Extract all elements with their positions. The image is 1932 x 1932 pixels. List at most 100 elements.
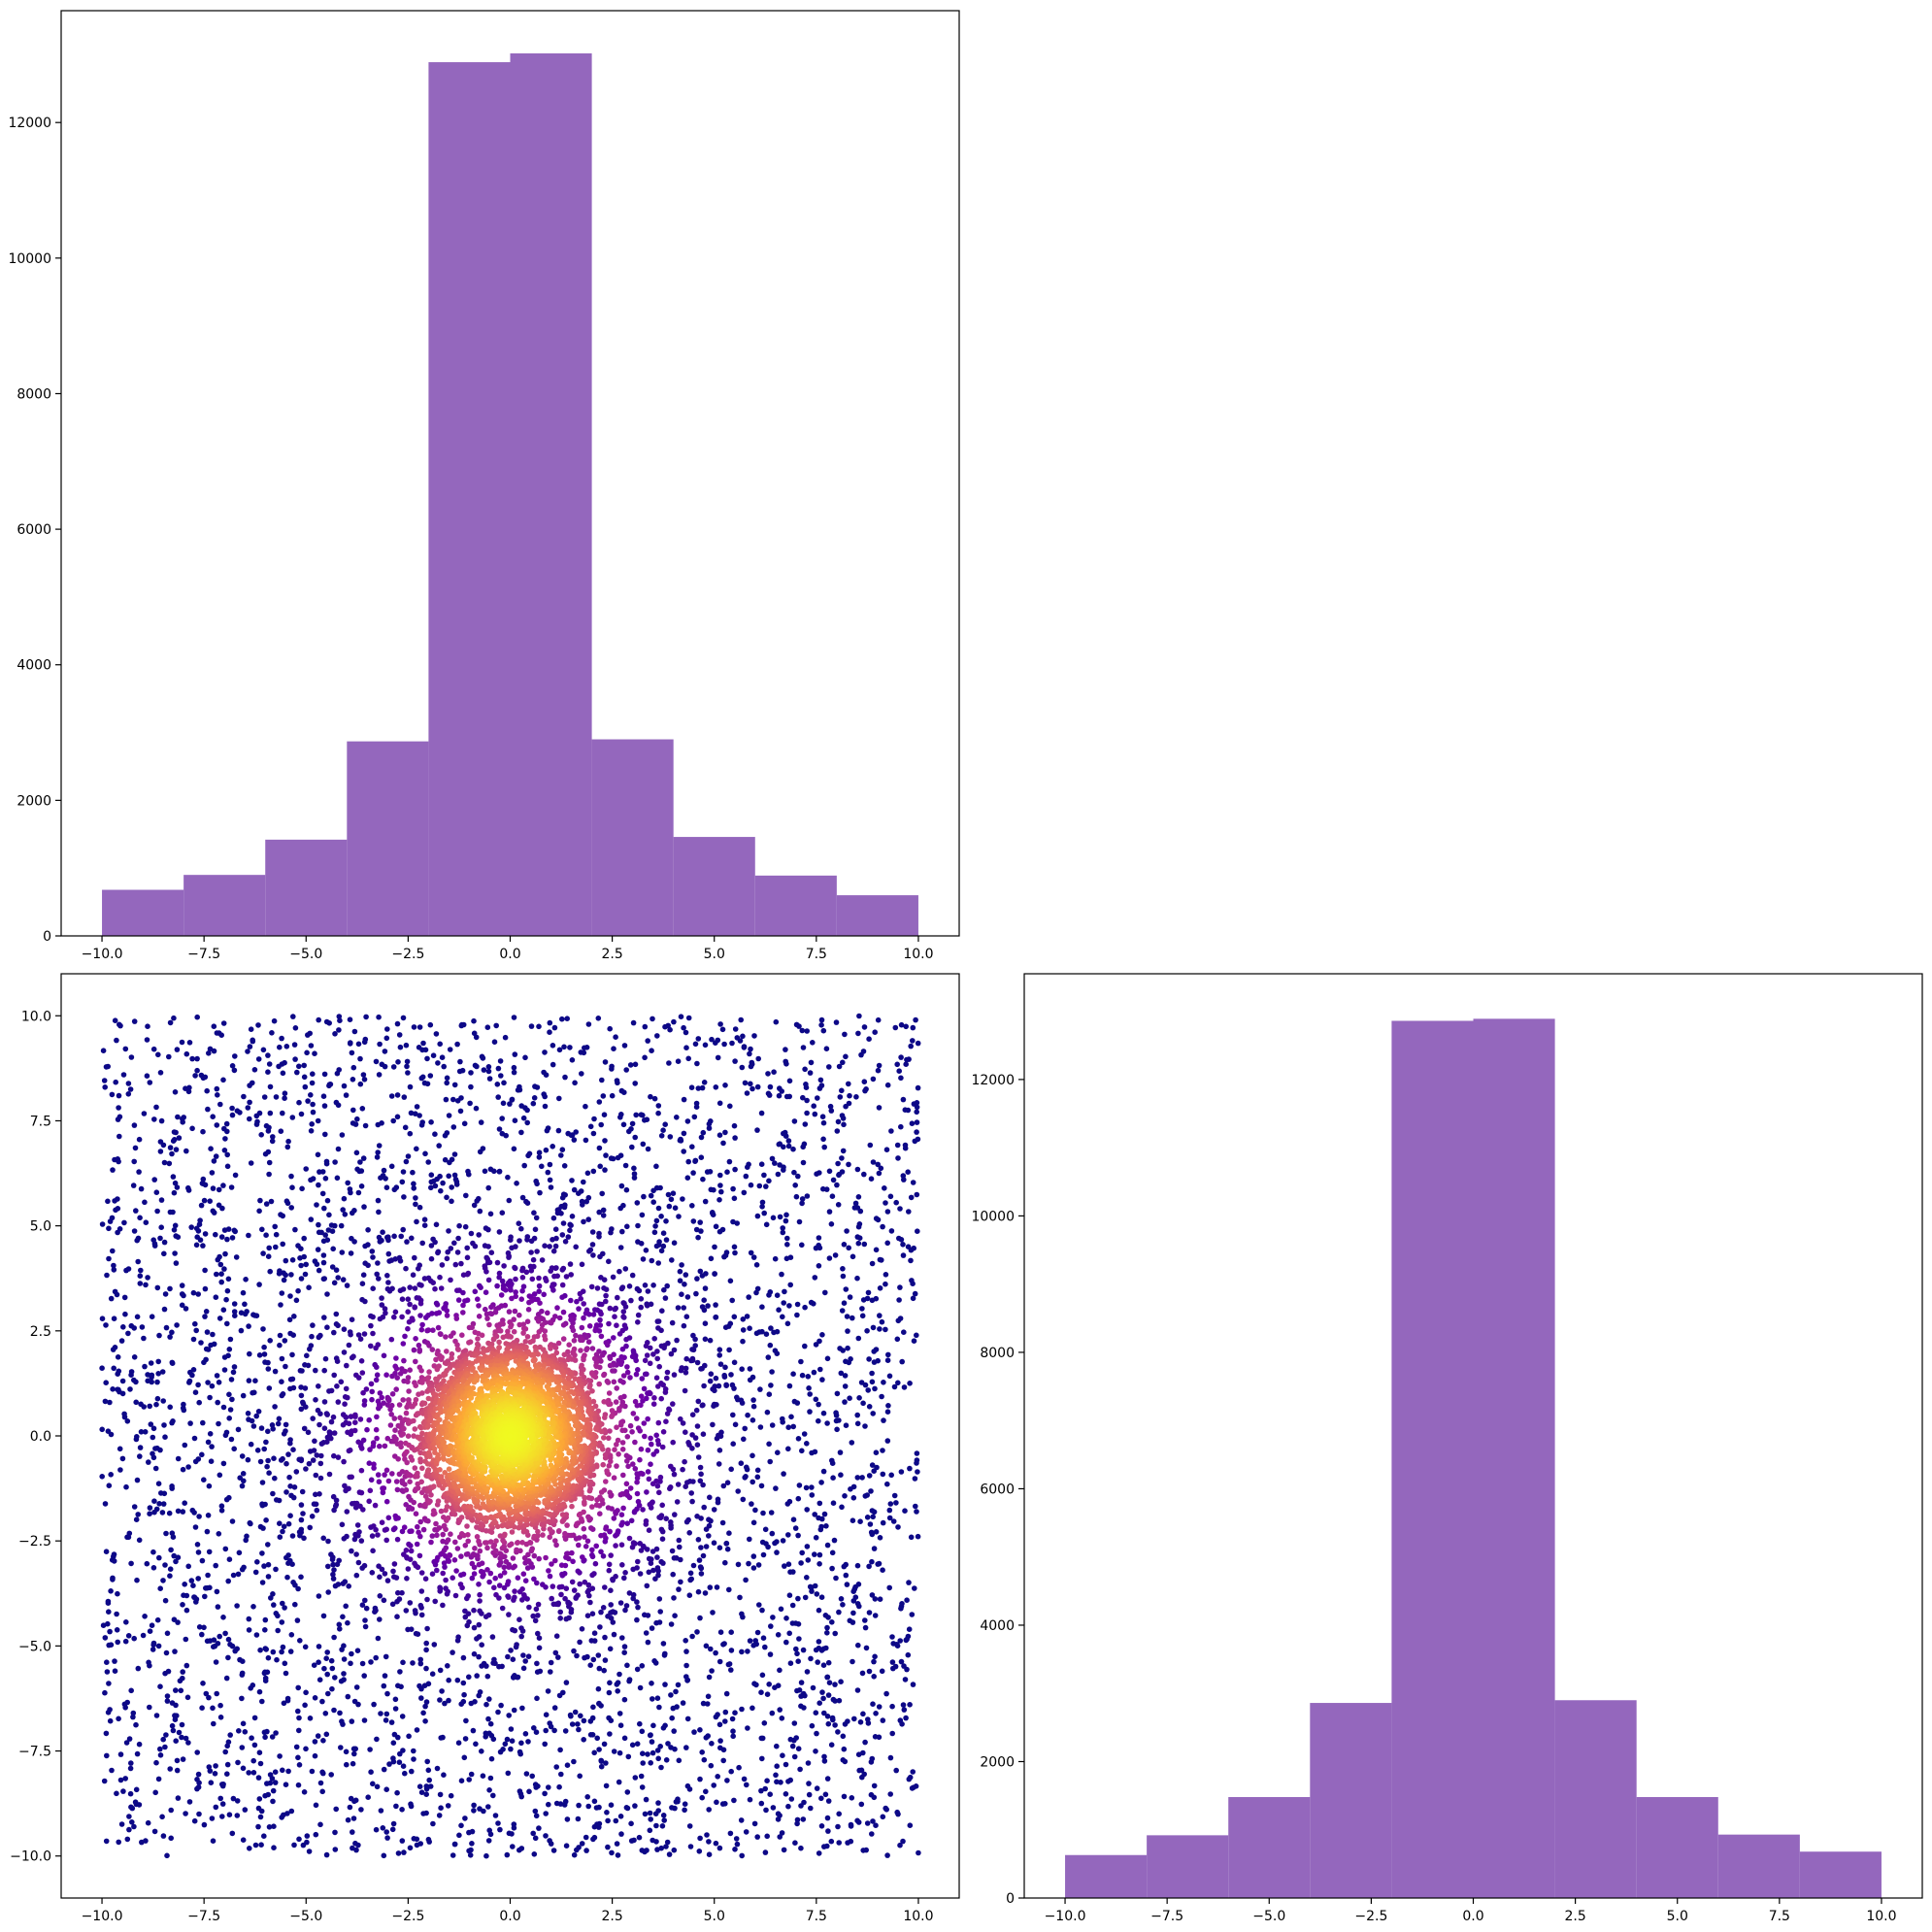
scatter-point: [581, 1717, 587, 1724]
scatter-point: [374, 1414, 380, 1420]
scatter-point: [324, 1439, 330, 1445]
scatter-point: [298, 1574, 304, 1581]
scatter-point: [196, 1624, 203, 1630]
scatter-point: [866, 1610, 873, 1616]
scatter-point: [418, 1612, 425, 1618]
scatter-point: [655, 1808, 661, 1814]
scatter-point: [339, 1132, 346, 1138]
scatter-point: [117, 1777, 124, 1783]
scatter-point: [330, 1576, 337, 1582]
scatter-point: [226, 1556, 233, 1562]
scatter-point: [204, 1087, 210, 1094]
scatter-point: [609, 1849, 615, 1856]
scatter-point: [266, 1159, 273, 1166]
scatter-point: [591, 1834, 598, 1841]
scatter-point: [302, 1083, 309, 1090]
scatter-point: [335, 1322, 341, 1329]
scatter-point: [445, 1537, 451, 1543]
scatter-point: [394, 1092, 401, 1098]
scatter-point: [790, 1371, 796, 1377]
scatter-point: [309, 1121, 316, 1127]
scatter-point: [515, 1087, 521, 1093]
scatter-point: [292, 1601, 298, 1608]
scatter-point: [910, 1769, 916, 1775]
scatter-point: [384, 1690, 390, 1697]
scatter-point: [707, 1494, 713, 1501]
scatter-point: [454, 1342, 460, 1348]
scatter-point: [183, 1811, 188, 1816]
scatter-point: [595, 1016, 602, 1021]
scatter-point: [385, 1478, 392, 1484]
scatter-point: [676, 1537, 683, 1544]
scatter-point: [769, 1155, 776, 1162]
scatter-point: [729, 1297, 735, 1304]
scatter-point: [320, 1259, 327, 1266]
scatter-point: [297, 1255, 303, 1261]
scatter-point: [518, 1625, 524, 1631]
scatter-point: [458, 1822, 464, 1829]
scatter-point: [248, 1520, 253, 1527]
scatter-point: [648, 1192, 654, 1199]
scatter-point: [605, 1505, 612, 1511]
scatter-point: [523, 1771, 530, 1777]
scatter-point: [883, 1200, 888, 1206]
scatter-point: [270, 1134, 276, 1140]
scatter-point: [862, 1617, 868, 1623]
scatter-point: [381, 1485, 387, 1491]
scatter-point: [589, 1715, 596, 1721]
scatter-point: [757, 1424, 764, 1430]
scatter-point: [441, 1772, 447, 1778]
scatter-point: [157, 1752, 164, 1758]
scatter-point: [369, 1570, 376, 1576]
scatter-point: [613, 1399, 619, 1405]
scatter-point: [185, 1563, 191, 1570]
scatter-point: [581, 1356, 586, 1363]
scatter-point: [868, 1529, 875, 1536]
scatter-point: [423, 1640, 430, 1647]
scatter-point: [322, 1355, 329, 1362]
scatter-point: [547, 1838, 552, 1844]
scatter-point: [359, 1370, 366, 1376]
scatter-point: [347, 1016, 353, 1022]
scatter-point: [476, 1232, 483, 1238]
scatter-point: [812, 1551, 817, 1557]
scatter-point: [287, 1649, 294, 1654]
scatter-point: [634, 1666, 641, 1673]
scatter-point: [342, 1212, 349, 1217]
scatter-point: [455, 1740, 462, 1746]
scatter-point: [335, 1399, 342, 1405]
scatter-point: [562, 1530, 568, 1537]
scatter-point: [287, 1293, 293, 1299]
scatter-point: [619, 1346, 626, 1352]
scatter-point: [914, 1119, 920, 1125]
scatter-point: [485, 1184, 492, 1191]
scatter-point: [145, 1023, 150, 1029]
scatter-point: [722, 1129, 728, 1136]
histogram-bar: [102, 889, 184, 936]
scatter-point: [841, 1563, 848, 1570]
scatter-point: [648, 1732, 653, 1738]
scatter-point: [299, 1368, 305, 1374]
scatter-point: [759, 1672, 766, 1679]
scatter-point: [172, 1649, 178, 1654]
scatter-point: [167, 1573, 173, 1579]
scatter-point: [315, 1247, 321, 1252]
scatter-point: [128, 1560, 134, 1567]
scatter-point: [684, 1294, 691, 1300]
scatter-point: [896, 1297, 902, 1303]
scatter-point: [316, 1016, 322, 1023]
scatter-point: [283, 1044, 290, 1049]
scatter-point: [825, 1798, 832, 1804]
scatter-point: [880, 1567, 885, 1573]
scatter-point: [125, 1091, 132, 1097]
scatter-point: [163, 1732, 169, 1738]
scatter-point: [840, 1602, 846, 1608]
scatter-point: [698, 1134, 705, 1141]
scatter-point: [222, 1136, 228, 1142]
scatter-point: [695, 1085, 702, 1091]
scatter-point: [486, 1076, 493, 1082]
scatter-point: [905, 1651, 912, 1658]
scatter-point: [640, 1256, 647, 1262]
scatter-point: [824, 1624, 830, 1631]
scatter-point: [165, 1668, 172, 1675]
